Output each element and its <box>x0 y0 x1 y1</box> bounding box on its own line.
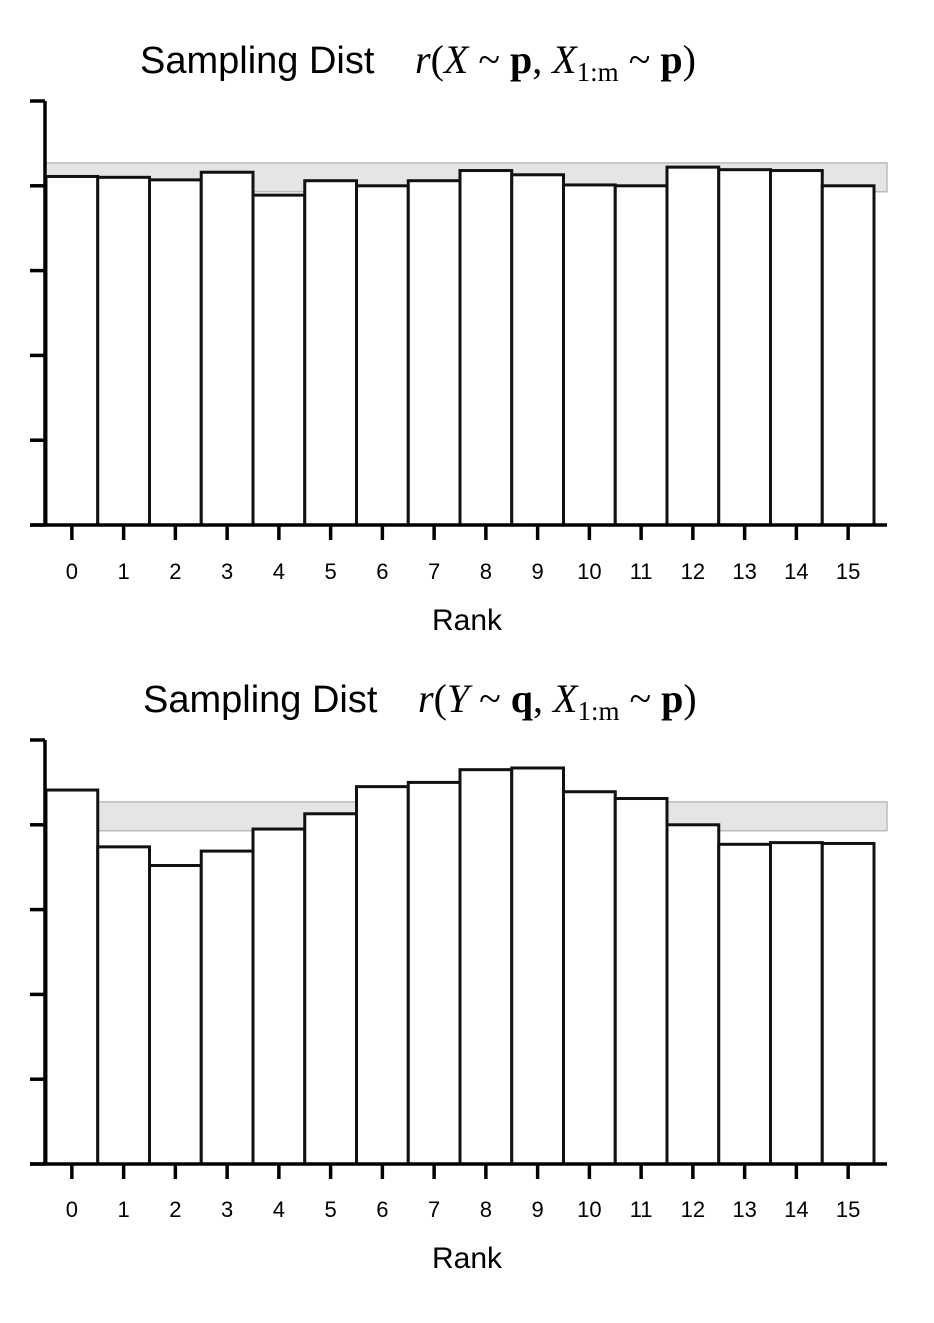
title-math-part: r <box>415 37 431 82</box>
x-tick-label: 6 <box>376 1197 388 1222</box>
x-tick-label: 8 <box>480 559 492 584</box>
title-math-part: ~ <box>619 37 661 82</box>
bar-rank-5 <box>303 179 358 527</box>
title-math-part: ) <box>683 676 696 721</box>
bar-rank-7 <box>406 179 462 527</box>
bar-rank-1 <box>96 175 151 527</box>
x-tick-label: 15 <box>836 559 860 584</box>
bars-top <box>44 165 876 527</box>
x-tick-label: 11 <box>630 1197 653 1222</box>
chart-title-math-bottom: r(Y ~ q, X1:m ~ p) <box>418 676 697 726</box>
x-tick-label: 2 <box>169 559 181 584</box>
title-math-part: , <box>533 676 553 721</box>
bar-rank-7 <box>406 780 462 1166</box>
title-math-part: X <box>551 676 579 721</box>
x-ticks-bottom: 0 1 2 3 4 5 6 7 8 9 10 11 12 13 14 15 <box>66 1164 860 1222</box>
x-tick-label: 5 <box>325 559 337 584</box>
x-tick-label: 12 <box>681 1197 705 1222</box>
x-tick-label: 2 <box>169 1197 181 1222</box>
bar-rank-12 <box>665 823 721 1166</box>
bar-rank-0 <box>44 174 100 527</box>
title-math-part: X <box>550 37 578 82</box>
x-tick-label: 5 <box>325 1197 337 1222</box>
x-tick-label: 15 <box>836 1197 860 1222</box>
title-math-part: p <box>661 676 683 721</box>
title-math-part: ( <box>431 37 444 82</box>
x-tick-label: 7 <box>428 559 440 584</box>
bar-rank-11 <box>613 184 669 527</box>
x-axis-label-top: Rank <box>432 604 503 637</box>
bar-rank-9 <box>510 766 565 1166</box>
bar-rank-0 <box>44 788 100 1166</box>
bar-rank-2 <box>148 864 203 1166</box>
x-tick-label: 9 <box>532 1197 544 1222</box>
bar-rank-5 <box>303 812 358 1166</box>
chart-title-math-top: r(X ~ p, X1:m ~ p) <box>415 37 696 87</box>
bar-rank-13 <box>717 842 772 1166</box>
x-tick-label: 10 <box>577 559 601 584</box>
bar-rank-3 <box>199 849 255 1166</box>
x-tick-label: 13 <box>732 559 756 584</box>
x-tick-label: 13 <box>732 1197 756 1222</box>
x-tick-label: 0 <box>66 1197 78 1222</box>
x-tick-label: 6 <box>376 559 388 584</box>
bar-rank-15 <box>820 841 876 1166</box>
bar-rank-15 <box>820 184 876 527</box>
x-tick-label: 3 <box>221 559 233 584</box>
title-math-part: p <box>660 37 682 82</box>
title-math-part: , <box>532 37 552 82</box>
bar-rank-4 <box>251 827 307 1166</box>
chart-title-top: Sampling Dist <box>140 40 375 82</box>
bar-rank-8 <box>458 768 514 1166</box>
chart-title-bottom: Sampling Dist <box>143 679 378 721</box>
bar-rank-6 <box>355 184 410 527</box>
bar-rank-8 <box>458 169 514 527</box>
bar-rank-13 <box>717 168 772 527</box>
bar-rank-11 <box>613 797 669 1166</box>
bar-rank-12 <box>665 165 721 527</box>
x-tick-label: 9 <box>532 559 544 584</box>
x-ticks-top: 0 1 2 3 4 5 6 7 8 9 10 11 12 13 14 15 <box>66 525 860 584</box>
x-tick-label: 7 <box>428 1197 440 1222</box>
bar-rank-14 <box>769 169 824 527</box>
title-math-part: q <box>511 676 533 721</box>
title-math-part: ~ <box>620 676 662 721</box>
title-math-part: ~ <box>468 37 510 82</box>
title-math-part: 1:m <box>577 696 619 726</box>
title-math-part: ~ <box>469 676 511 721</box>
x-tick-label: 10 <box>577 1197 601 1222</box>
bar-rank-4 <box>251 193 307 527</box>
bar-rank-2 <box>148 178 203 527</box>
x-tick-label: 14 <box>784 1197 808 1222</box>
x-tick-label: 14 <box>784 559 808 584</box>
x-tick-label: 4 <box>273 1197 285 1222</box>
bar-rank-3 <box>199 170 255 527</box>
bar-rank-10 <box>562 183 617 527</box>
title-math-part: ( <box>434 676 447 721</box>
x-axis-label-bottom: Rank <box>432 1242 503 1275</box>
x-tick-label: 12 <box>681 559 705 584</box>
title-math-part: p <box>510 37 532 82</box>
x-tick-label: 8 <box>480 1197 492 1222</box>
bar-rank-14 <box>769 841 824 1166</box>
x-tick-label: 11 <box>630 559 653 584</box>
title-math-part: r <box>418 676 434 721</box>
x-tick-label: 1 <box>118 1197 130 1222</box>
x-tick-label: 3 <box>221 1197 233 1222</box>
title-math-part: 1:m <box>577 57 619 87</box>
title-math-part: Y <box>447 676 473 721</box>
title-math-part: ) <box>683 37 696 82</box>
x-tick-label: 0 <box>66 559 78 584</box>
bar-rank-1 <box>96 845 151 1166</box>
x-tick-label: 4 <box>273 559 285 584</box>
x-tick-label: 1 <box>118 559 130 584</box>
title-math-part: X <box>442 37 470 82</box>
bar-rank-10 <box>562 790 617 1166</box>
bar-rank-9 <box>510 173 565 527</box>
bar-rank-6 <box>355 785 410 1166</box>
